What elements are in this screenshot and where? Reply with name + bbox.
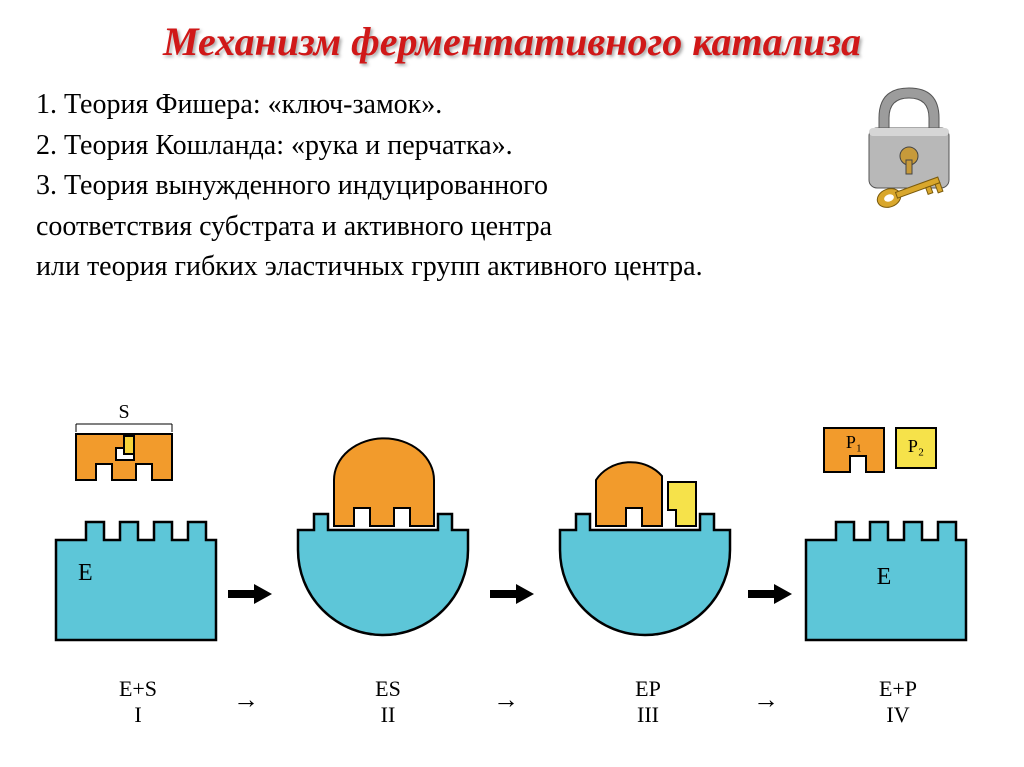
line-2: 2. Теория Кошланда: «рука и перчатка». (36, 126, 724, 167)
line-4: соответствия субстрата и активного центр… (36, 207, 724, 248)
lock-key-icon (834, 78, 984, 248)
eq-arrow-2: → (493, 685, 519, 715)
slide-title: Механизм ферментативного катализа (0, 0, 1024, 65)
stage-3 (560, 462, 730, 635)
lock-shackle (879, 88, 939, 133)
eq-arrow-3: → (753, 685, 779, 715)
line-5: или теория гибких эластичных групп актив… (36, 247, 724, 288)
svg-text:E: E (78, 560, 93, 586)
catalysis-diagram: S E (28, 400, 996, 730)
stage-4: P₁ P₂ E (806, 428, 966, 640)
svg-text:S: S (118, 401, 129, 423)
svg-text:P₂: P₂ (908, 436, 924, 456)
eq-2: ES (328, 676, 448, 702)
eq-3: EP (588, 676, 708, 702)
stage-3-label: EP III (588, 676, 708, 729)
stage-2-label: ES II (328, 676, 448, 729)
eq-4: E+P (828, 676, 968, 702)
stage-1-label: E+S I (78, 676, 198, 729)
eq-1: E+S (78, 676, 198, 702)
line-3: 3. Теория вынужденного индуцированного (36, 166, 724, 207)
id-4: IV (828, 702, 968, 728)
eq-arrow-1: → (233, 685, 259, 715)
id-2: II (328, 702, 448, 728)
line-1: 1. Теория Фишера: «ключ-замок». (36, 85, 724, 126)
svg-text:E: E (877, 564, 892, 590)
arrow-1 (228, 584, 272, 604)
stage-1: S E (56, 401, 216, 640)
svg-text:P₁: P₁ (846, 432, 862, 452)
stage-2 (298, 438, 468, 635)
arrow-3 (748, 584, 792, 604)
stage-4-label: E+P IV (828, 676, 968, 729)
id-1: I (78, 702, 198, 728)
arrow-2 (490, 584, 534, 604)
id-3: III (588, 702, 708, 728)
body-text: 1. Теория Фишера: «ключ-замок». 2. Теори… (0, 65, 760, 288)
